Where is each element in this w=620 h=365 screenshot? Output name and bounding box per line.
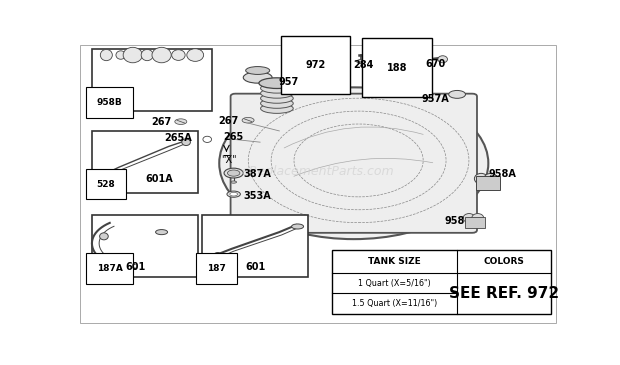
Text: eReplacementParts.com: eReplacementParts.com: [241, 165, 394, 178]
Text: 387A: 387A: [244, 169, 272, 180]
Text: 187A: 187A: [97, 264, 123, 273]
Ellipse shape: [230, 192, 237, 196]
Ellipse shape: [449, 91, 466, 98]
Text: 284: 284: [353, 60, 374, 70]
Bar: [92, 49, 212, 111]
Bar: [92, 215, 198, 277]
Text: 353A: 353A: [244, 191, 272, 200]
Bar: [332, 250, 551, 314]
Ellipse shape: [414, 57, 424, 65]
Text: 957A: 957A: [422, 93, 450, 104]
Ellipse shape: [291, 224, 304, 229]
Text: 958A: 958A: [489, 169, 516, 180]
Text: 670: 670: [425, 59, 446, 69]
Text: 601: 601: [245, 262, 265, 272]
Ellipse shape: [231, 181, 237, 183]
Ellipse shape: [463, 214, 475, 223]
Text: 601: 601: [125, 262, 145, 272]
Bar: [465, 217, 485, 228]
Text: 601A: 601A: [145, 174, 173, 184]
Ellipse shape: [152, 47, 171, 63]
Ellipse shape: [484, 173, 497, 184]
Ellipse shape: [100, 233, 108, 240]
Ellipse shape: [182, 139, 190, 146]
Ellipse shape: [438, 56, 448, 63]
Ellipse shape: [219, 87, 489, 239]
Ellipse shape: [172, 50, 185, 60]
Ellipse shape: [259, 78, 295, 88]
Text: 267: 267: [219, 116, 239, 126]
Text: "X": "X": [221, 155, 237, 165]
FancyBboxPatch shape: [231, 94, 477, 233]
Ellipse shape: [356, 59, 365, 64]
Bar: [202, 215, 308, 277]
Ellipse shape: [101, 173, 110, 179]
Text: 957: 957: [279, 77, 299, 87]
Ellipse shape: [228, 170, 240, 176]
Ellipse shape: [224, 168, 243, 178]
Ellipse shape: [141, 49, 153, 61]
Ellipse shape: [260, 93, 293, 103]
Ellipse shape: [100, 49, 112, 61]
Ellipse shape: [472, 214, 484, 223]
Ellipse shape: [474, 173, 488, 184]
Text: TANK SIZE: TANK SIZE: [368, 257, 421, 266]
Text: 187: 187: [207, 264, 226, 273]
Ellipse shape: [243, 72, 272, 83]
Ellipse shape: [246, 66, 270, 74]
Text: 958B: 958B: [97, 98, 123, 107]
Ellipse shape: [116, 51, 125, 59]
Ellipse shape: [260, 83, 293, 93]
Ellipse shape: [213, 253, 222, 260]
Text: SEE REF. 972: SEE REF. 972: [449, 286, 559, 301]
Text: 1 Quart (X=5/16"): 1 Quart (X=5/16"): [358, 279, 431, 288]
Ellipse shape: [123, 47, 143, 63]
Ellipse shape: [227, 191, 241, 197]
Text: 1.5 Quart (X=11/16"): 1.5 Quart (X=11/16"): [352, 299, 437, 308]
Ellipse shape: [260, 104, 293, 114]
Text: 972: 972: [305, 60, 326, 70]
Bar: [92, 131, 198, 193]
Text: 188: 188: [387, 63, 407, 73]
Text: 265: 265: [224, 131, 244, 142]
Ellipse shape: [260, 88, 293, 98]
Ellipse shape: [242, 118, 254, 123]
Text: 267: 267: [151, 118, 172, 127]
Ellipse shape: [156, 230, 167, 235]
Bar: [476, 176, 500, 190]
Ellipse shape: [175, 119, 187, 124]
Ellipse shape: [260, 99, 293, 108]
Ellipse shape: [187, 49, 203, 61]
Text: 265A: 265A: [164, 133, 192, 143]
Text: 528: 528: [97, 180, 115, 189]
Text: 958: 958: [445, 216, 465, 226]
Text: COLORS: COLORS: [484, 257, 525, 266]
